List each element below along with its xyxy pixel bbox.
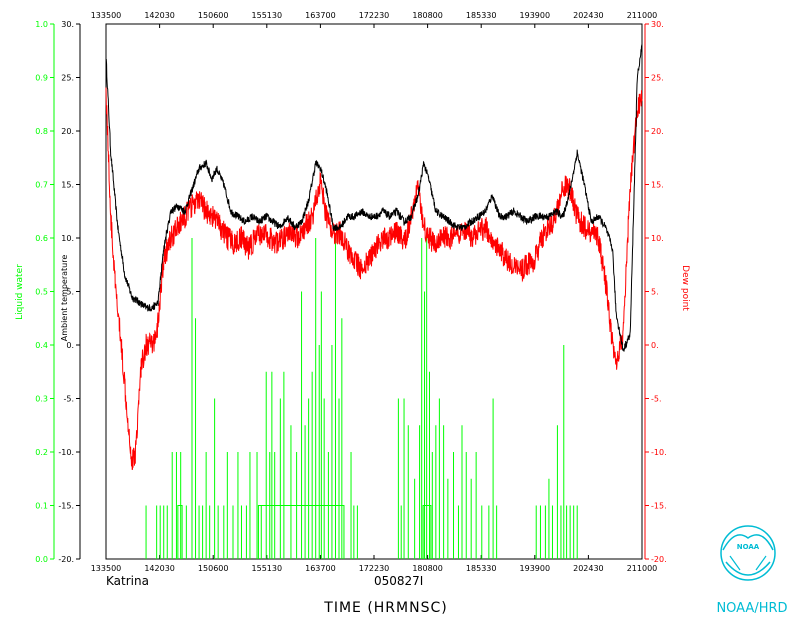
x-tick-label-top: 142030 xyxy=(144,11,175,20)
x-tick-label-top: 180800 xyxy=(412,11,443,20)
x-tick-label-bottom: 133500 xyxy=(91,564,122,573)
liquid-water-tick-label: 0.3 xyxy=(35,395,48,404)
dew-point-tick-label: 25. xyxy=(651,74,664,83)
x-tick-label-top: 155130 xyxy=(252,11,283,20)
liquid-water-tick-label: 0.6 xyxy=(35,234,48,243)
x-tick-label-bottom: 155130 xyxy=(252,564,283,573)
dew-point-tick-label: -10. xyxy=(651,448,667,457)
noaa-hrd-label: NOAA/HRD xyxy=(716,601,787,616)
dew-point-tick-label: 10. xyxy=(651,234,664,243)
x-tick-label-bottom: 172230 xyxy=(359,564,390,573)
dew-point-tick-label: 5. xyxy=(651,288,659,297)
ambient-temperature-tick-label: -15. xyxy=(58,502,74,511)
dew-point-tick-label: 15. xyxy=(651,181,664,190)
dew-point-series-line xyxy=(105,87,643,470)
noaa-logo: NOAA xyxy=(720,525,776,581)
liquid-water-tick-label: 0.5 xyxy=(35,288,48,297)
liquid-water-axis-ticks: 0.0 0.1 0.2 0.3 0.4 0.5 0.6 0.7 0.8 0.9 1.0 xyxy=(35,20,54,564)
ambient-temperature-tick-label: 25. xyxy=(61,74,74,83)
dew-point-tick-label: -15. xyxy=(651,502,667,511)
x-tick-label-top: 150600 xyxy=(198,11,229,20)
x-tick-label-bottom: 150600 xyxy=(198,564,229,573)
ambient-temperature-tick-label: -20. xyxy=(58,555,74,564)
dew-point-tick-label: 0. xyxy=(651,341,659,350)
storm-name-label: Katrina xyxy=(106,574,149,588)
liquid-water-tick-label: 0.4 xyxy=(35,341,48,350)
ambient-temperature-series-line xyxy=(105,43,643,352)
dew-point-tick-label: 30. xyxy=(651,20,664,29)
dew-point-tick-label: -20. xyxy=(651,555,667,564)
liquid-water-tick-label: 0.7 xyxy=(35,181,48,190)
ambient-temperature-tick-label: 15. xyxy=(61,181,74,190)
x-tick-label-top: 185330 xyxy=(466,11,497,20)
ambient-temperature-tick-label: 30. xyxy=(61,20,74,29)
x-tick-label-bottom: 180800 xyxy=(412,564,443,573)
x-tick-label-bottom: 142030 xyxy=(144,564,175,573)
x-tick-label-top: 193900 xyxy=(520,11,551,20)
ambient-temperature-axis-ticks: -20. -15. -10. -5. 0. 5. 10. 15. 20. 25. 30. xyxy=(58,20,80,564)
flight-id-label: 050827I xyxy=(374,574,423,588)
liquid-water-tick-label: 0.8 xyxy=(35,127,48,136)
noaa-logo-text: NOAA xyxy=(737,543,760,551)
x-tick-label-top: 172230 xyxy=(359,11,390,20)
x-axis-title: TIME (HRMNSC) xyxy=(323,600,447,616)
x-tick-label-top: 163700 xyxy=(305,11,336,20)
x-tick-label-bottom: 211000 xyxy=(627,564,658,573)
ambient-temperature-tick-label: -10. xyxy=(58,448,74,457)
ambient-temperature-tick-label: 0. xyxy=(66,341,74,350)
dew-point-axis-ticks: -20. -15. -10. -5. 0. 5. 10. 15. 20. 25. 30. xyxy=(645,20,667,564)
liquid-water-tick-label: 1.0 xyxy=(35,20,48,29)
x-tick-label-bottom: 193900 xyxy=(520,564,551,573)
dew-point-tick-label: 20. xyxy=(651,127,664,136)
x-tick-label-top: 133500 xyxy=(91,11,122,20)
x-axis-ticks-bottom: 133500 142030 150600 155130 163700 172230 1808… xyxy=(91,555,658,573)
liquid-water-plateau xyxy=(177,505,183,559)
ambient-temperature-tick-label: 10. xyxy=(61,234,74,243)
x-tick-label-top: 202430 xyxy=(573,11,604,20)
liquid-water-tick-label: 0.2 xyxy=(35,448,48,457)
liquid-water-tick-label: 0.1 xyxy=(35,502,48,511)
ambient-temperature-tick-label: 5. xyxy=(66,288,74,297)
x-tick-label-bottom: 163700 xyxy=(305,564,336,573)
plot-frame xyxy=(105,23,643,560)
x-axis-ticks-top: 133500 142030 150600 155130 163700 172230 1808… xyxy=(91,11,658,28)
ambient-temperature-tick-label: 20. xyxy=(61,127,74,136)
liquid-water-tick-label: 0.9 xyxy=(35,74,48,83)
x-tick-label-bottom: 202430 xyxy=(573,564,604,573)
x-tick-label-top: 211000 xyxy=(627,11,658,20)
ambient-temperature-tick-label: -5. xyxy=(63,395,74,404)
liquid-water-axis-label: Liquid water xyxy=(15,264,25,320)
x-tick-label-bottom: 185330 xyxy=(466,564,497,573)
ambient-temperature-axis-label: Ambient temperature xyxy=(60,255,69,342)
liquid-water-series xyxy=(145,238,578,559)
liquid-water-tick-label: 0.0 xyxy=(35,555,48,564)
dew-point-axis-label: Dew point xyxy=(680,265,690,311)
dew-point-tick-label: -5. xyxy=(651,395,662,404)
